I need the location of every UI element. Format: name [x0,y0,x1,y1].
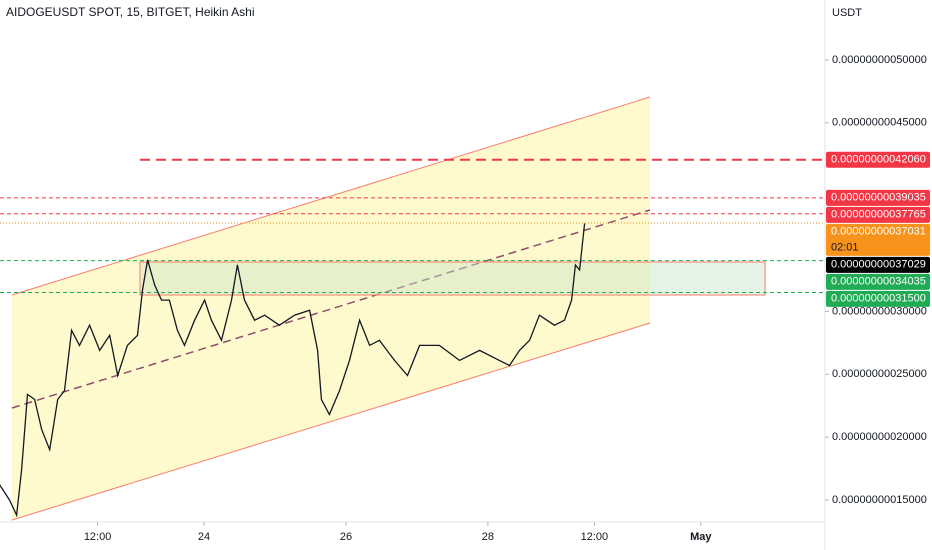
price-label-box [826,223,930,256]
x-tick-label: 26 [340,531,352,543]
y-tick-label: 0.00000000050000 [832,54,927,66]
axis-labels: 0.00000000050000 0.00000000045000 0.000000… [84,54,930,543]
y-axis-label: USDT [832,7,862,19]
price-label: 0.00000000042060 [831,154,926,166]
y-tick-label: 0.00000000045000 [832,117,927,129]
levels [0,158,825,294]
price-label: 0.00000000037765 [831,209,926,221]
price-label-box [826,189,930,206]
price-label: 0.00000000034035 [831,276,926,288]
x-tick-label: 24 [198,531,210,543]
y-tick-label: 0.00000000025000 [832,368,927,380]
price-label: 0.00000000037031 [831,226,926,238]
price-label-box [826,273,930,290]
price-label-box [826,151,930,168]
price-label-box [826,290,930,307]
price-label-box [826,256,930,273]
price-label: 0.00000000039035 [831,192,926,204]
price-label: 0.00000000031500 [831,293,926,305]
countdown: 02:01 [831,242,859,254]
channel-lower [11,322,651,521]
y-tick-label: 0.00000000030000 [832,305,927,317]
y-tick-label: 0.00000000020000 [832,431,927,443]
price-label-box [826,206,930,223]
x-tick-label: 12:00 [581,531,609,543]
chart-title: AIDOGEUSDT SPOT, 15, BITGET, Heikin Ashi [6,5,255,19]
x-tick-label: 28 [482,531,494,543]
channel-upper [11,96,651,296]
zone-box [139,261,766,296]
price-line [0,223,586,518]
x-tick-label: 12:00 [84,531,112,543]
plot [0,223,586,518]
x-tick-label: May [690,531,712,543]
price-label: 0.00000000037029 [831,259,926,271]
channel-fill [12,97,650,520]
y-tick-label: 0.00000000015000 [832,494,927,506]
